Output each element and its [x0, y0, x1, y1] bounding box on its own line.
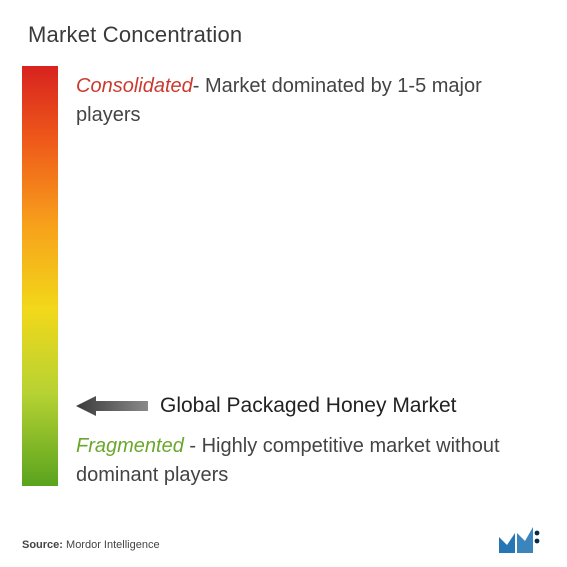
fragmented-description: Fragmented - Highly competitive market w… [76, 432, 539, 490]
page-title: Market Concentration [28, 22, 539, 48]
fragmented-keyword: Fragmented [76, 435, 184, 457]
consolidated-keyword: Consolidated [76, 75, 193, 97]
source-value: Mordor Intelligence [66, 539, 160, 551]
gradient-rect [22, 66, 58, 486]
descriptions-column: Consolidated- Market dominated by 1-5 ma… [76, 66, 539, 496]
brand-logo-icon [497, 523, 545, 555]
concentration-gradient-bar [22, 66, 58, 486]
diagram-row: Consolidated- Market dominated by 1-5 ma… [28, 66, 539, 496]
source-line: Source: Mordor Intelligence [22, 539, 160, 551]
consolidated-description: Consolidated- Market dominated by 1-5 ma… [76, 72, 539, 130]
gradient-bar-svg [22, 66, 58, 486]
market-label: Global Packaged Honey Market [160, 394, 457, 418]
source-label: Source: [22, 539, 63, 551]
pointer-arrow-icon [76, 396, 148, 416]
market-pointer-row: Global Packaged Honey Market [76, 394, 457, 418]
